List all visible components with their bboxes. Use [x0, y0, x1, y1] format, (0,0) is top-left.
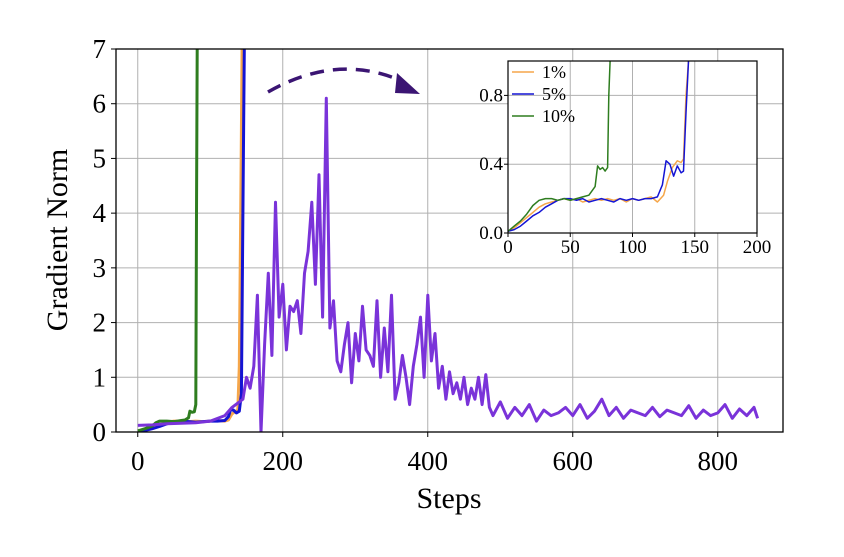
main-x-tick-label: 400	[408, 446, 449, 476]
inset-x-ticks: 0 50 100 150 200	[503, 233, 771, 258]
main-y-tick-label: 7	[93, 34, 107, 64]
annotation-arrow	[267, 67, 420, 94]
legend-label-1: 1%	[542, 62, 566, 82]
inset-series-line-1	[508, 61, 690, 232]
annotation-arrow-curve	[267, 67, 405, 94]
main-y-axis-title: Gradient Norm	[41, 149, 74, 331]
main-y-tick-label: 6	[93, 89, 107, 119]
inset-legend: 1%5%10%	[512, 62, 575, 126]
main-x-axis-title: Steps	[416, 482, 481, 515]
inset-series-group	[508, 61, 690, 233]
main-plot-frame	[115, 48, 784, 433]
inset-y-tick-label: 0.0	[479, 223, 503, 244]
legend-label-3: 10%	[542, 106, 575, 126]
main-y-tick-label: 5	[93, 143, 107, 173]
main-x-tick-label: 0	[131, 446, 145, 476]
main-x-ticks: 0 200 400 600 800	[131, 432, 738, 476]
main-series-line-1	[137, 49, 244, 432]
main-series-line-3	[137, 49, 199, 432]
inset-x-tick-label: 50	[561, 237, 580, 258]
main-x-tick-label: 600	[553, 446, 594, 476]
legend-label-2: 5%	[542, 84, 566, 104]
inset-x-tick-label: 100	[618, 237, 647, 258]
main-y-ticks: 0 1 2 3 4 5 6 7	[93, 34, 116, 447]
annotation-arrow-head	[395, 73, 420, 94]
main-series-line-4	[137, 96, 760, 432]
inset-y-tick-label: 0.4	[479, 154, 503, 175]
main-x-tick-label: 800	[698, 446, 739, 476]
main-x-tick-label: 200	[263, 446, 304, 476]
inset-series-line-3	[508, 61, 611, 232]
inset-y-tick-label: 0.8	[479, 85, 503, 106]
main-series-group	[137, 49, 760, 432]
inset-x-tick-label: 150	[681, 237, 710, 258]
inset-series-line-2	[508, 61, 690, 233]
main-y-tick-label: 1	[93, 362, 107, 392]
main-y-tick-label: 2	[93, 308, 107, 338]
inset-x-tick-label: 0	[503, 237, 513, 258]
main-y-tick-label: 0	[93, 417, 107, 447]
inset-x-tick-label: 200	[743, 237, 772, 258]
inset-y-ticks: 0.0 0.4 0.8	[479, 85, 508, 244]
main-y-tick-label: 3	[93, 253, 107, 283]
main-series-line-2	[137, 49, 246, 432]
main-y-tick-label: 4	[93, 198, 107, 228]
